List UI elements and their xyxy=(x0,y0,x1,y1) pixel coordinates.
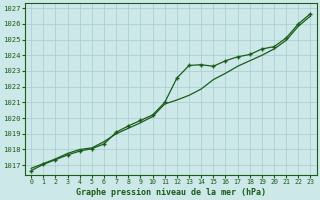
X-axis label: Graphe pression niveau de la mer (hPa): Graphe pression niveau de la mer (hPa) xyxy=(76,188,266,197)
